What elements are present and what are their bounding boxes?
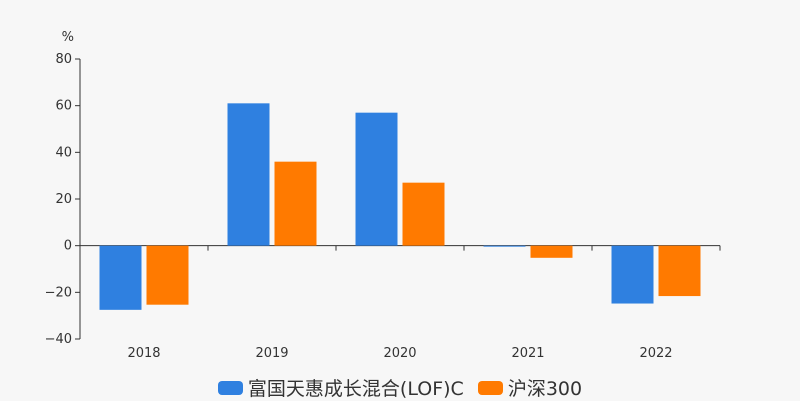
legend-item-index[interactable]: 沪深300 [477,374,583,401]
x-tick-label: 2018 [127,346,160,361]
bar-fund-2019[interactable] [227,103,270,246]
x-tick-label: 2019 [255,346,288,361]
y-tick-label: 40 [55,145,72,160]
bar-index-2019[interactable] [274,161,317,246]
bar-fund-2020[interactable] [355,112,398,246]
y-axis-unit-label: % [62,30,74,45]
legend-swatch-index [477,380,503,395]
bar-index-2020[interactable] [402,182,445,246]
bars-layer [99,103,701,310]
x-tick-label: 2020 [383,346,416,361]
bar-fund-2022[interactable] [611,245,654,304]
y-tick-label: −40 [45,332,72,347]
bar-fund-2021[interactable] [483,245,526,247]
x-tick-label: 2022 [639,346,672,361]
y-tick-label: 80 [55,52,72,67]
legend-swatch-fund [217,380,243,395]
y-tick-label: 20 [55,192,72,207]
legend-item-fund[interactable]: 富国天惠成长混合(LOF)C [217,374,464,401]
legend-label-fund: 富国天惠成长混合(LOF)C [247,378,464,400]
x-tick-label: 2021 [511,346,544,361]
y-tick-label: 60 [55,99,72,114]
y-tick-label: −20 [45,285,72,300]
bar-fund-2018[interactable] [99,245,142,310]
legend: 富国天惠成长混合(LOF)C 沪深300 [0,374,800,401]
bar-index-2018[interactable] [146,245,189,305]
y-tick-label: 0 [64,239,72,254]
labels-layer: 80 60 40 20 0 −20 −40% 2018 2019 2020 2021 2022 [45,30,673,361]
legend-label-index: 沪深300 [507,378,583,400]
bar-index-2021[interactable] [530,245,573,258]
bar-index-2022[interactable] [658,245,701,297]
